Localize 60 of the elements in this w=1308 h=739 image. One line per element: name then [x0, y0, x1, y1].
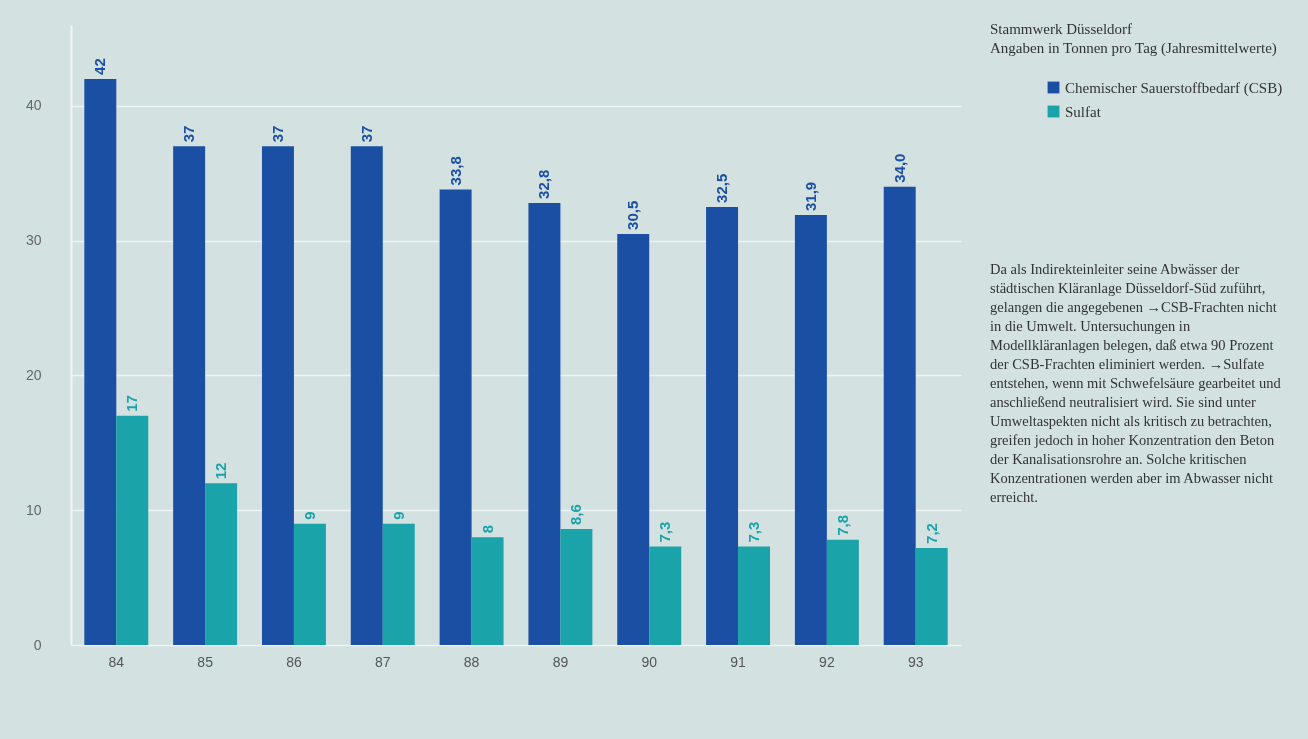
bar — [173, 146, 206, 645]
data-label: 7,2 — [922, 523, 940, 544]
bar — [84, 78, 117, 645]
bar — [471, 537, 504, 645]
x-tick-label: 84 — [108, 653, 125, 670]
legend-label: Sulfat — [1065, 103, 1102, 120]
x-tick-label: 86 — [286, 653, 302, 670]
data-label: 42 — [91, 58, 109, 75]
data-label: 37 — [268, 125, 286, 143]
text: Da als Indirekteinleiter seine Abwässer der städtischen Kläranlage Düsseldorf-Süd zuführt, gelangen die angegebenen →CSB-Frachten nicht in die Umwelt. Untersuchungen in Modellkläranlagen belegen, daß etwa 90 Prozent der CSB-Frachten eliminiert werden. →Sulfate entstehen, wenn mit Schwefelsäure gearbeitet und anschließend neutralisiert wird. Sie sind unter Umweltaspekten nicht als kritisch zu betrachten, greifen jedoch in hoher Konzentration den Beton der Kanalisationsrohre an. Solche kritischen Konzentrationen werden aber im Abwasser nicht erreicht. — [990, 261, 1281, 505]
bar — [617, 233, 650, 645]
bar — [382, 523, 415, 645]
y-tick-label: 20 — [25, 366, 42, 383]
bar — [528, 202, 561, 645]
data-label: 7,8 — [833, 515, 851, 536]
data-label: 30,5 — [624, 200, 642, 230]
x-tick-label: 88 — [463, 653, 480, 670]
data-label: 9 — [389, 511, 407, 520]
data-label: 31,9 — [801, 181, 819, 212]
data-label: 17 — [123, 395, 141, 412]
legend-label: Chemischer Sauerstoffbedarf (CSB) — [1065, 79, 1283, 97]
bar — [439, 189, 472, 645]
x-tick-label: 92 — [819, 653, 835, 670]
x-tick-label: 87 — [374, 653, 391, 670]
data-label: 12 — [212, 462, 230, 480]
x-tick-label: 89 — [552, 653, 569, 670]
x-tick-label: 85 — [197, 653, 214, 670]
data-label: 37 — [357, 125, 375, 143]
data-label: 32,8 — [535, 169, 553, 199]
bar — [706, 206, 739, 645]
bar — [738, 546, 771, 645]
text: Angaben in Tonnen pro Tag (Jahresmittelwerte) — [990, 39, 1278, 58]
bar — [261, 146, 294, 645]
data-label: 9 — [300, 511, 318, 520]
x-tick-label: 90 — [641, 653, 658, 670]
y-tick-label: 40 — [25, 97, 42, 114]
x-tick-label: 91 — [730, 653, 747, 670]
bar — [350, 146, 383, 645]
data-label: 32,5 — [713, 173, 731, 203]
data-label: 33,8 — [446, 156, 464, 186]
data-label: 7,3 — [745, 521, 763, 543]
bar — [649, 546, 682, 645]
x-tick-label: 93 — [907, 653, 924, 670]
data-label: 7,3 — [656, 521, 674, 543]
y-tick-label: 30 — [25, 232, 42, 249]
bar — [116, 415, 149, 645]
bar — [794, 215, 827, 645]
bar — [915, 547, 948, 645]
data-label: 37 — [180, 125, 198, 143]
bar — [883, 186, 916, 645]
bar — [293, 523, 326, 645]
y-tick-label: 0 — [33, 636, 42, 653]
y-tick-label: 10 — [25, 501, 42, 518]
data-label: 34,0 — [890, 153, 908, 183]
bar — [205, 483, 238, 645]
bar — [560, 529, 593, 645]
data-label: 8,6 — [567, 504, 585, 526]
data-label: 8 — [478, 524, 496, 534]
text: Stammwerk Düsseldorf — [990, 20, 1134, 39]
bar — [826, 539, 859, 645]
